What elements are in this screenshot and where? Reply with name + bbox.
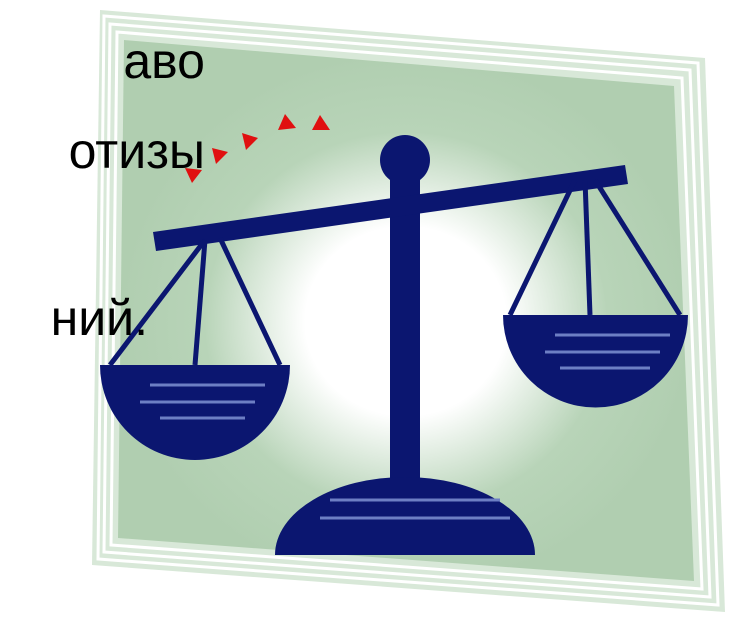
text-line: аво <box>123 33 205 89</box>
red-arrows <box>185 114 330 183</box>
text-line: ний. <box>51 290 148 346</box>
text-line: отизы <box>69 123 205 179</box>
scale <box>100 135 688 555</box>
